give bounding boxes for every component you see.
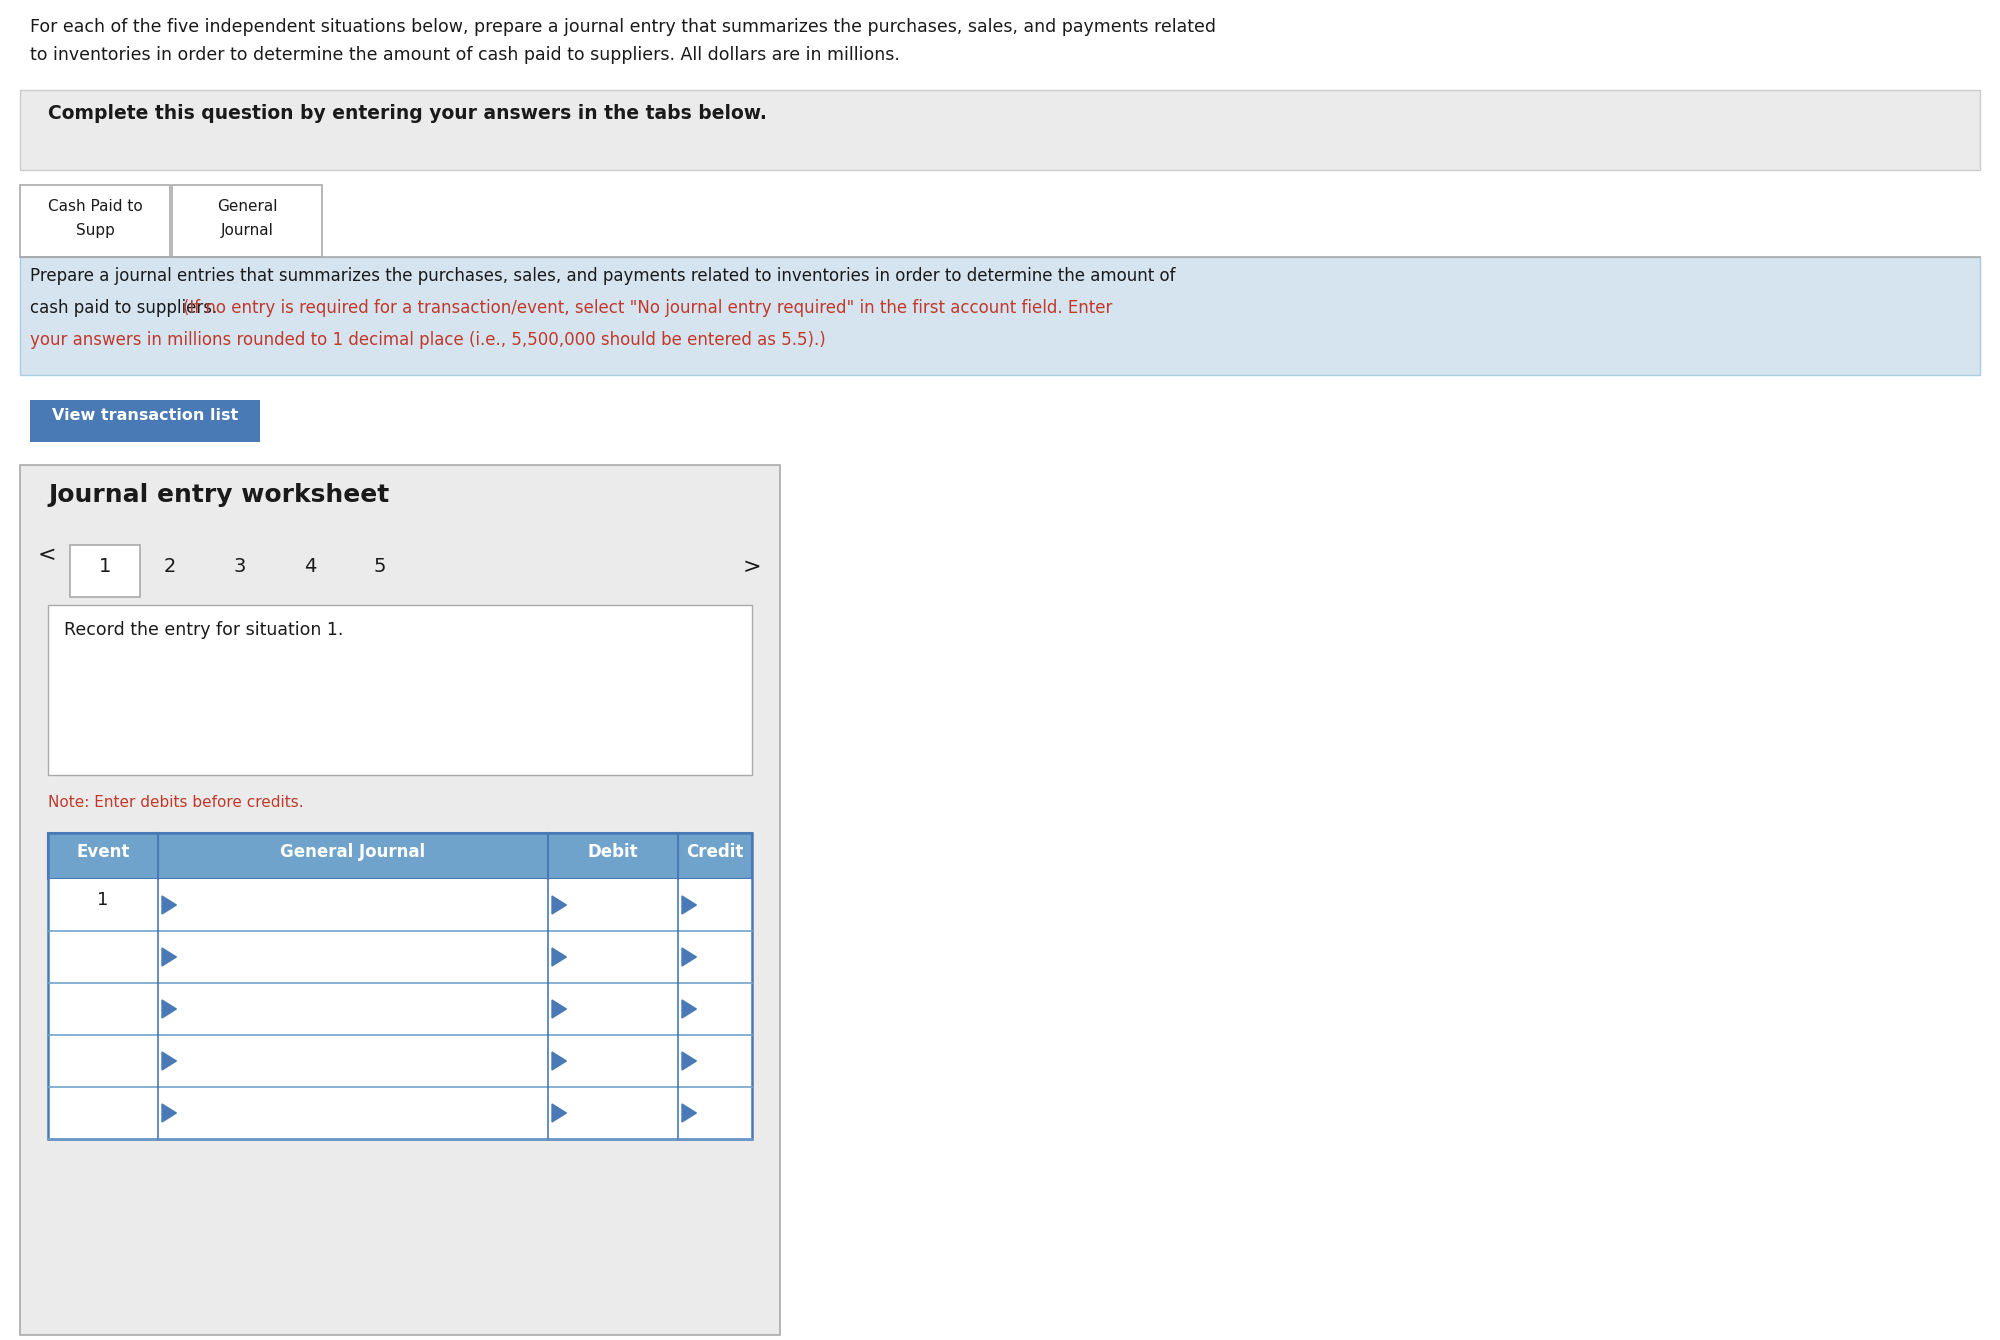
Polygon shape — [162, 1104, 176, 1122]
Bar — [20, 465, 780, 1335]
Text: 1: 1 — [98, 891, 108, 909]
Polygon shape — [552, 947, 566, 966]
Polygon shape — [682, 1000, 696, 1018]
Text: Supp: Supp — [76, 222, 114, 239]
Text: Credit: Credit — [686, 843, 744, 862]
Polygon shape — [682, 896, 696, 914]
Text: your answers in millions rounded to 1 decimal place (i.e., 5,500,000 should be e: your answers in millions rounded to 1 de… — [30, 331, 826, 348]
Text: Journal entry worksheet: Journal entry worksheet — [48, 482, 390, 507]
Polygon shape — [162, 896, 176, 914]
Bar — [48, 931, 752, 984]
Bar — [30, 401, 260, 442]
Text: View transaction list: View transaction list — [52, 407, 238, 423]
Polygon shape — [552, 1000, 566, 1018]
Text: (If no entry is required for a transaction/event, select "No journal entry requi: (If no entry is required for a transacti… — [184, 299, 1112, 318]
Text: Note: Enter debits before credits.: Note: Enter debits before credits. — [48, 795, 304, 809]
Polygon shape — [162, 1000, 176, 1018]
Bar — [20, 257, 1980, 375]
Polygon shape — [682, 1052, 696, 1071]
Bar — [172, 185, 322, 257]
Bar — [48, 604, 752, 775]
Text: 4: 4 — [304, 557, 316, 576]
Text: 3: 3 — [234, 557, 246, 576]
Text: Record the entry for situation 1.: Record the entry for situation 1. — [64, 620, 344, 639]
Text: For each of the five independent situations below, prepare a journal entry that : For each of the five independent situati… — [30, 17, 1216, 36]
Polygon shape — [552, 1104, 566, 1122]
Bar — [48, 984, 752, 1034]
Bar — [20, 90, 1980, 170]
Text: Complete this question by entering your answers in the tabs below.: Complete this question by entering your … — [48, 105, 766, 123]
Bar — [20, 185, 170, 257]
Text: cash paid to suppliers.: cash paid to suppliers. — [30, 299, 222, 318]
Bar — [70, 545, 140, 598]
Bar — [48, 833, 752, 879]
Text: Prepare a journal entries that summarizes the purchases, sales, and payments rel: Prepare a journal entries that summarize… — [30, 267, 1176, 285]
Text: 2: 2 — [164, 557, 176, 576]
Polygon shape — [552, 1052, 566, 1071]
Text: 1: 1 — [98, 557, 112, 576]
Bar — [48, 1034, 752, 1087]
Text: >: > — [742, 557, 762, 578]
Text: 5: 5 — [374, 557, 386, 576]
Text: Debit: Debit — [588, 843, 638, 862]
Polygon shape — [162, 947, 176, 966]
Text: Cash Paid to: Cash Paid to — [48, 200, 142, 214]
Text: to inventories in order to determine the amount of cash paid to suppliers. All d: to inventories in order to determine the… — [30, 46, 900, 64]
Bar — [48, 833, 752, 1139]
Bar — [48, 879, 752, 931]
Text: <: < — [38, 545, 56, 565]
Polygon shape — [682, 1104, 696, 1122]
Text: General: General — [216, 200, 278, 214]
Bar — [48, 1087, 752, 1139]
Polygon shape — [552, 896, 566, 914]
Text: Event: Event — [76, 843, 130, 862]
Polygon shape — [682, 947, 696, 966]
Polygon shape — [162, 1052, 176, 1071]
Text: General Journal: General Journal — [280, 843, 426, 862]
Text: Journal: Journal — [220, 222, 274, 239]
